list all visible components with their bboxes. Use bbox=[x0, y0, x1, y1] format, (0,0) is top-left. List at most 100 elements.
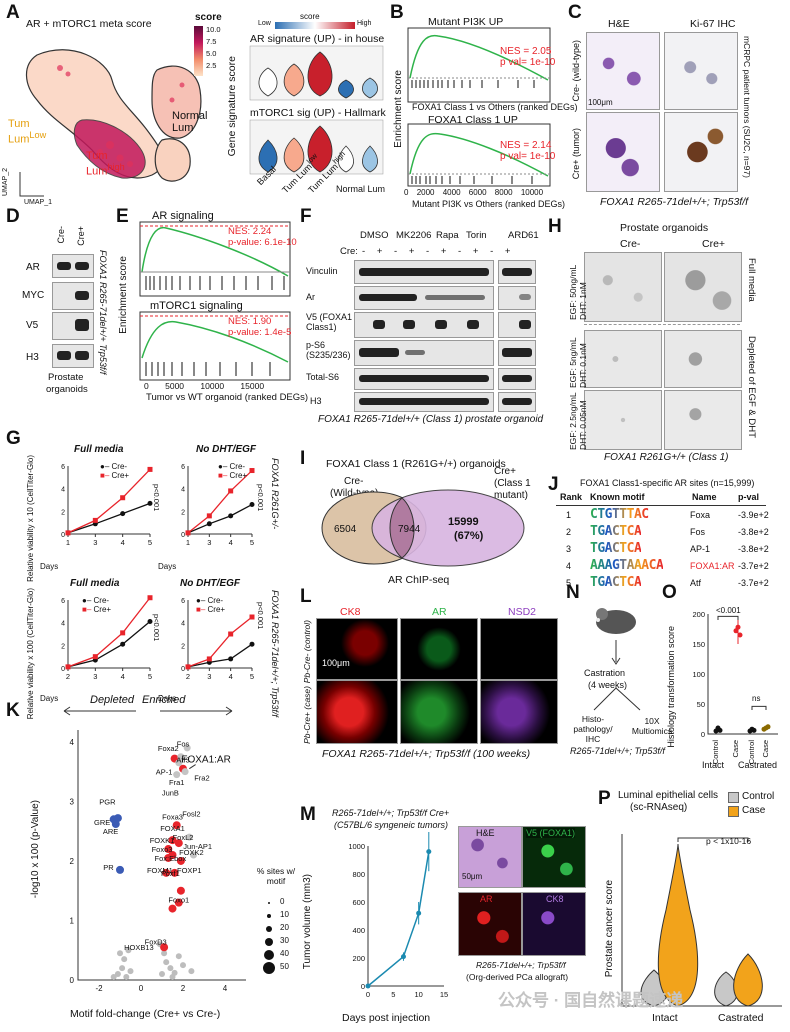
d-col-cre-plus: Cre+ bbox=[76, 226, 86, 246]
g1-line-chart: 1 3 4 5 0 2 4 6 bbox=[61, 464, 153, 547]
violin-y-label: Gene signature score bbox=[226, 56, 238, 157]
y-tick-label: 2 bbox=[61, 509, 65, 516]
k-motif-label: Fra2 bbox=[194, 774, 209, 783]
l-row1: Pb-Cre- (control) bbox=[302, 620, 312, 684]
k-size-label: 20 bbox=[280, 923, 289, 932]
gsea-e1-plot bbox=[139, 221, 291, 297]
f-cre-label: Cre: bbox=[340, 246, 358, 257]
x-tick-label: 1 bbox=[66, 538, 70, 547]
k-y-tick: 3 bbox=[70, 797, 75, 806]
c-ki-tumor-image bbox=[664, 112, 738, 192]
cre-minus-point bbox=[120, 511, 126, 517]
normal-lum-label: Normal Lum bbox=[172, 110, 208, 134]
k-motif-label: FOXP1 bbox=[177, 866, 202, 875]
violin-score-label: score bbox=[300, 12, 320, 21]
m-scale: 50μm bbox=[462, 872, 483, 881]
k-point-grey bbox=[163, 959, 170, 966]
k-size-label: 10 bbox=[280, 910, 289, 919]
y-tick-label: 4 bbox=[61, 487, 65, 494]
panel-label-M: M bbox=[300, 804, 316, 825]
f-blot-totals6-ard bbox=[498, 368, 536, 390]
f-row-ar: Ar bbox=[306, 292, 315, 302]
y-tick-label: 0 bbox=[181, 666, 185, 673]
o-sig-bracket bbox=[717, 615, 739, 620]
d-foot1: Prostate bbox=[48, 372, 84, 383]
x-tick-label: 3 bbox=[93, 538, 97, 547]
j-pval: -3.8e+2 bbox=[738, 527, 769, 537]
m-y-tick: 600 bbox=[352, 898, 365, 907]
m-img-he bbox=[458, 826, 522, 888]
k-point-lightgrey bbox=[190, 851, 197, 859]
o-y-tick: 100 bbox=[692, 670, 705, 679]
j-pval: -3.7e+2 bbox=[738, 578, 769, 588]
f-row-vinculin: Vinculin bbox=[306, 266, 338, 276]
k-point-grey bbox=[180, 962, 186, 969]
gsea-b1-plot bbox=[407, 27, 551, 103]
cre-plus-point bbox=[249, 614, 255, 620]
g3-p: p<0.001 bbox=[152, 614, 161, 642]
gsea-b2-p: p val= 1e-10 bbox=[500, 151, 556, 162]
o-axis bbox=[707, 614, 778, 735]
g3-title: Full media bbox=[70, 578, 120, 589]
h-img-1-2 bbox=[664, 252, 742, 322]
panel-label-C: C bbox=[568, 2, 582, 23]
gsea-b2-x: Mutant PI3K vs Others (ranked DEGs) bbox=[412, 199, 566, 209]
k-size-label: 0 bbox=[280, 897, 285, 906]
n-histo: Histo-pathology/ IHC bbox=[573, 714, 613, 744]
g2-legend: ●– Cre- ■– Cre+ bbox=[218, 462, 248, 480]
k-motif-label: Fra1 bbox=[169, 778, 184, 787]
y-tick-label: 6 bbox=[181, 598, 185, 605]
x-tick-label: 3 bbox=[207, 672, 211, 681]
j-rank: 5 bbox=[566, 578, 572, 588]
k-point-blue bbox=[111, 820, 120, 829]
y-tick-label: 0 bbox=[181, 532, 185, 539]
venn-n3-pct: (67%) bbox=[454, 530, 484, 542]
watermark: 公众号 · 国自然课题速递 bbox=[498, 991, 684, 1010]
venn-n3: 15999 bbox=[448, 516, 479, 528]
j-motif-logo: TGACTCA bbox=[590, 575, 642, 590]
k-size-label: 30 bbox=[280, 936, 289, 945]
j-rule bbox=[556, 505, 766, 506]
x-tick-label: 5 bbox=[148, 538, 152, 547]
m-axis bbox=[367, 846, 444, 987]
o-y-tick: 150 bbox=[692, 640, 705, 649]
p-title1: Luminal epithelial cells bbox=[618, 790, 719, 801]
tum-high-label: Tum Lumhigh bbox=[86, 150, 125, 178]
l-img-ar-ctrl bbox=[400, 618, 478, 680]
k-point-red bbox=[176, 856, 185, 865]
f-blot-h3-ard bbox=[498, 392, 536, 412]
cre-plus-point bbox=[92, 517, 98, 523]
panel-label-D: D bbox=[6, 206, 20, 227]
cre-plus-line bbox=[67, 597, 151, 668]
k-arrows bbox=[63, 706, 233, 716]
c-row2-label: Cre+ (tumor) bbox=[571, 128, 581, 180]
h-img-3-2 bbox=[664, 390, 742, 450]
cre-plus-point bbox=[185, 530, 191, 536]
umap-plot bbox=[25, 49, 202, 182]
x-tick-label: 2 bbox=[66, 672, 70, 681]
cre-plus-point bbox=[65, 530, 71, 536]
g1-days: Days bbox=[40, 562, 59, 571]
h-divider bbox=[584, 324, 740, 325]
k-y-label: -log10 x 100 (p-Value) bbox=[30, 800, 41, 899]
high-label: High bbox=[357, 20, 372, 27]
o-point bbox=[747, 728, 753, 734]
violin1-title: AR signature (UP) - in house bbox=[250, 33, 385, 45]
colorbar-ticks: 10.0 7.5 5.0 2.5 bbox=[206, 25, 221, 70]
y-tick-label: 6 bbox=[181, 464, 185, 471]
g-y1: Relative viability x 10 (CellTiter-Glo) bbox=[26, 455, 35, 582]
m-ck8-label: CK8 bbox=[546, 894, 564, 904]
h-row3: EGF: 2.5ng/mL DHT: 0.05nM bbox=[568, 392, 588, 450]
cre-plus-point bbox=[206, 656, 212, 662]
y-tick-label: 0 bbox=[61, 532, 65, 539]
violin-colorbar bbox=[275, 22, 355, 29]
f-drug-torin: Torin bbox=[466, 230, 487, 241]
i-right: Cre+ bbox=[494, 466, 516, 477]
k-point-lightgrey bbox=[177, 753, 185, 761]
m-x-tick: 10 bbox=[414, 990, 422, 999]
o-point bbox=[737, 632, 743, 638]
d-blot-myc bbox=[52, 282, 94, 310]
score-colorbar bbox=[194, 26, 203, 76]
